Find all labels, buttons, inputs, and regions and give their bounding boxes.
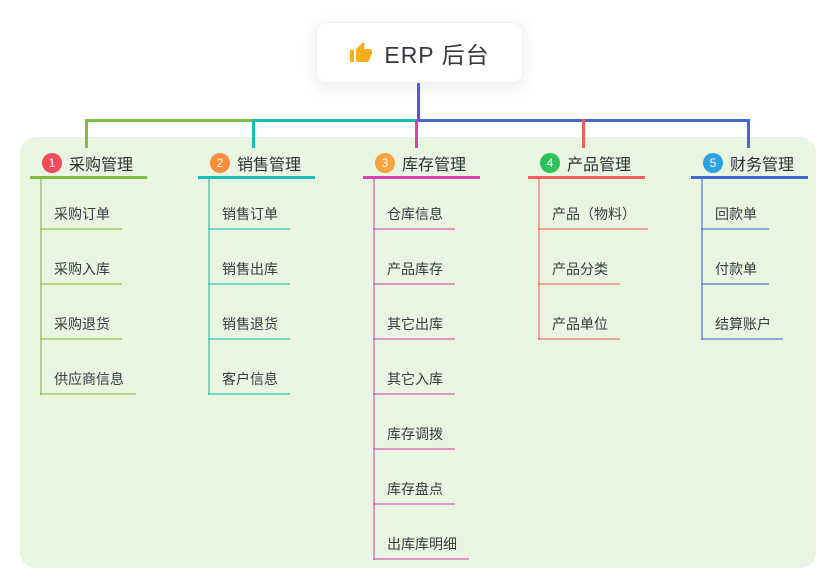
node-product-unit[interactable]: 产品单位	[538, 314, 620, 340]
drop-line-finance	[747, 119, 750, 148]
branch-product: 4 产品管理 产品（物料） 产品分类 产品单位	[528, 150, 688, 340]
node-purchase-return[interactable]: 采购退货	[40, 314, 122, 340]
branch-sales: 2 销售管理 销售订单 销售出库 销售退货 客户信息	[198, 150, 358, 395]
branch-header-purchase[interactable]: 1 采购管理	[30, 150, 147, 179]
branch-children: 销售订单 销售出库 销售退货 客户信息	[198, 179, 358, 395]
node-outbound-detail[interactable]: 出库库明细	[373, 534, 469, 560]
branch-connector-line	[208, 179, 210, 395]
node-supplier-info[interactable]: 供应商信息	[40, 369, 136, 395]
thumbs-up-icon	[350, 41, 373, 62]
node-sales-outbound[interactable]: 销售出库	[208, 259, 290, 285]
node-payment-doc[interactable]: 付款单	[701, 259, 769, 285]
branch-connector-line	[538, 179, 540, 340]
branch-header-sales[interactable]: 2 销售管理	[198, 150, 315, 179]
branch-connector-line	[701, 179, 703, 340]
node-product-material[interactable]: 产品（物料）	[538, 204, 648, 230]
branch-children: 采购订单 采购入库 采购退货 供应商信息	[30, 179, 190, 395]
node-settlement-account[interactable]: 结算账户	[701, 314, 783, 340]
branch-title: 销售管理	[237, 157, 302, 174]
branch-purchase: 1 采购管理 采购订单 采购入库 采购退货 供应商信息	[30, 150, 190, 395]
branch-children: 仓库信息 产品库存 其它出库 其它入库 库存调拨 库存盘点 出库库明细	[363, 179, 523, 560]
node-product-category[interactable]: 产品分类	[538, 259, 620, 285]
branch-number-badge: 4	[540, 153, 560, 173]
bus-segment-sales	[252, 119, 418, 122]
branch-header-finance[interactable]: 5 财务管理	[691, 150, 808, 179]
branch-title: 财务管理	[730, 157, 795, 174]
node-purchase-inbound[interactable]: 采购入库	[40, 259, 122, 285]
node-sales-order[interactable]: 销售订单	[208, 204, 290, 230]
node-customer-info[interactable]: 客户信息	[208, 369, 290, 395]
branch-title: 库存管理	[402, 157, 467, 174]
node-product-stock[interactable]: 产品库存	[373, 259, 455, 285]
node-other-inbound[interactable]: 其它入库	[373, 369, 455, 395]
branch-number-badge: 2	[210, 153, 230, 173]
branch-header-product[interactable]: 4 产品管理	[528, 150, 645, 179]
node-receipt-doc[interactable]: 回款单	[701, 204, 769, 230]
drop-line-purchase	[85, 119, 88, 148]
branch-connector-line	[40, 179, 42, 395]
node-purchase-order[interactable]: 采购订单	[40, 204, 122, 230]
node-stock-count[interactable]: 库存盘点	[373, 479, 455, 505]
drop-line-sales	[252, 119, 255, 148]
node-sales-return[interactable]: 销售退货	[208, 314, 290, 340]
root-connector-line	[417, 83, 420, 120]
node-stock-transfer[interactable]: 库存调拨	[373, 424, 455, 450]
drop-line-inventory	[415, 119, 418, 148]
drop-line-product	[582, 119, 585, 148]
branch-number-badge: 5	[703, 153, 723, 173]
branch-header-inventory[interactable]: 3 库存管理	[363, 150, 480, 179]
branch-children: 回款单 付款单 结算账户	[691, 179, 839, 340]
branch-finance: 5 财务管理 回款单 付款单 结算账户	[691, 150, 839, 340]
branch-connector-line	[373, 179, 375, 560]
branch-title: 产品管理	[567, 157, 632, 174]
root-label: ERP 后台	[384, 41, 490, 68]
node-other-outbound[interactable]: 其它出库	[373, 314, 455, 340]
bus-segment-purchase	[86, 119, 254, 122]
branch-children: 产品（物料） 产品分类 产品单位	[528, 179, 688, 340]
branch-inventory: 3 库存管理 仓库信息 产品库存 其它出库 其它入库 库存调拨 库存盘点 出库库…	[363, 150, 523, 560]
node-warehouse-info[interactable]: 仓库信息	[373, 204, 455, 230]
branch-title: 采购管理	[69, 157, 134, 174]
branch-number-badge: 1	[42, 153, 62, 173]
branch-number-badge: 3	[375, 153, 395, 173]
branches-panel	[20, 137, 816, 568]
root-node[interactable]: ERP 后台	[316, 22, 523, 83]
